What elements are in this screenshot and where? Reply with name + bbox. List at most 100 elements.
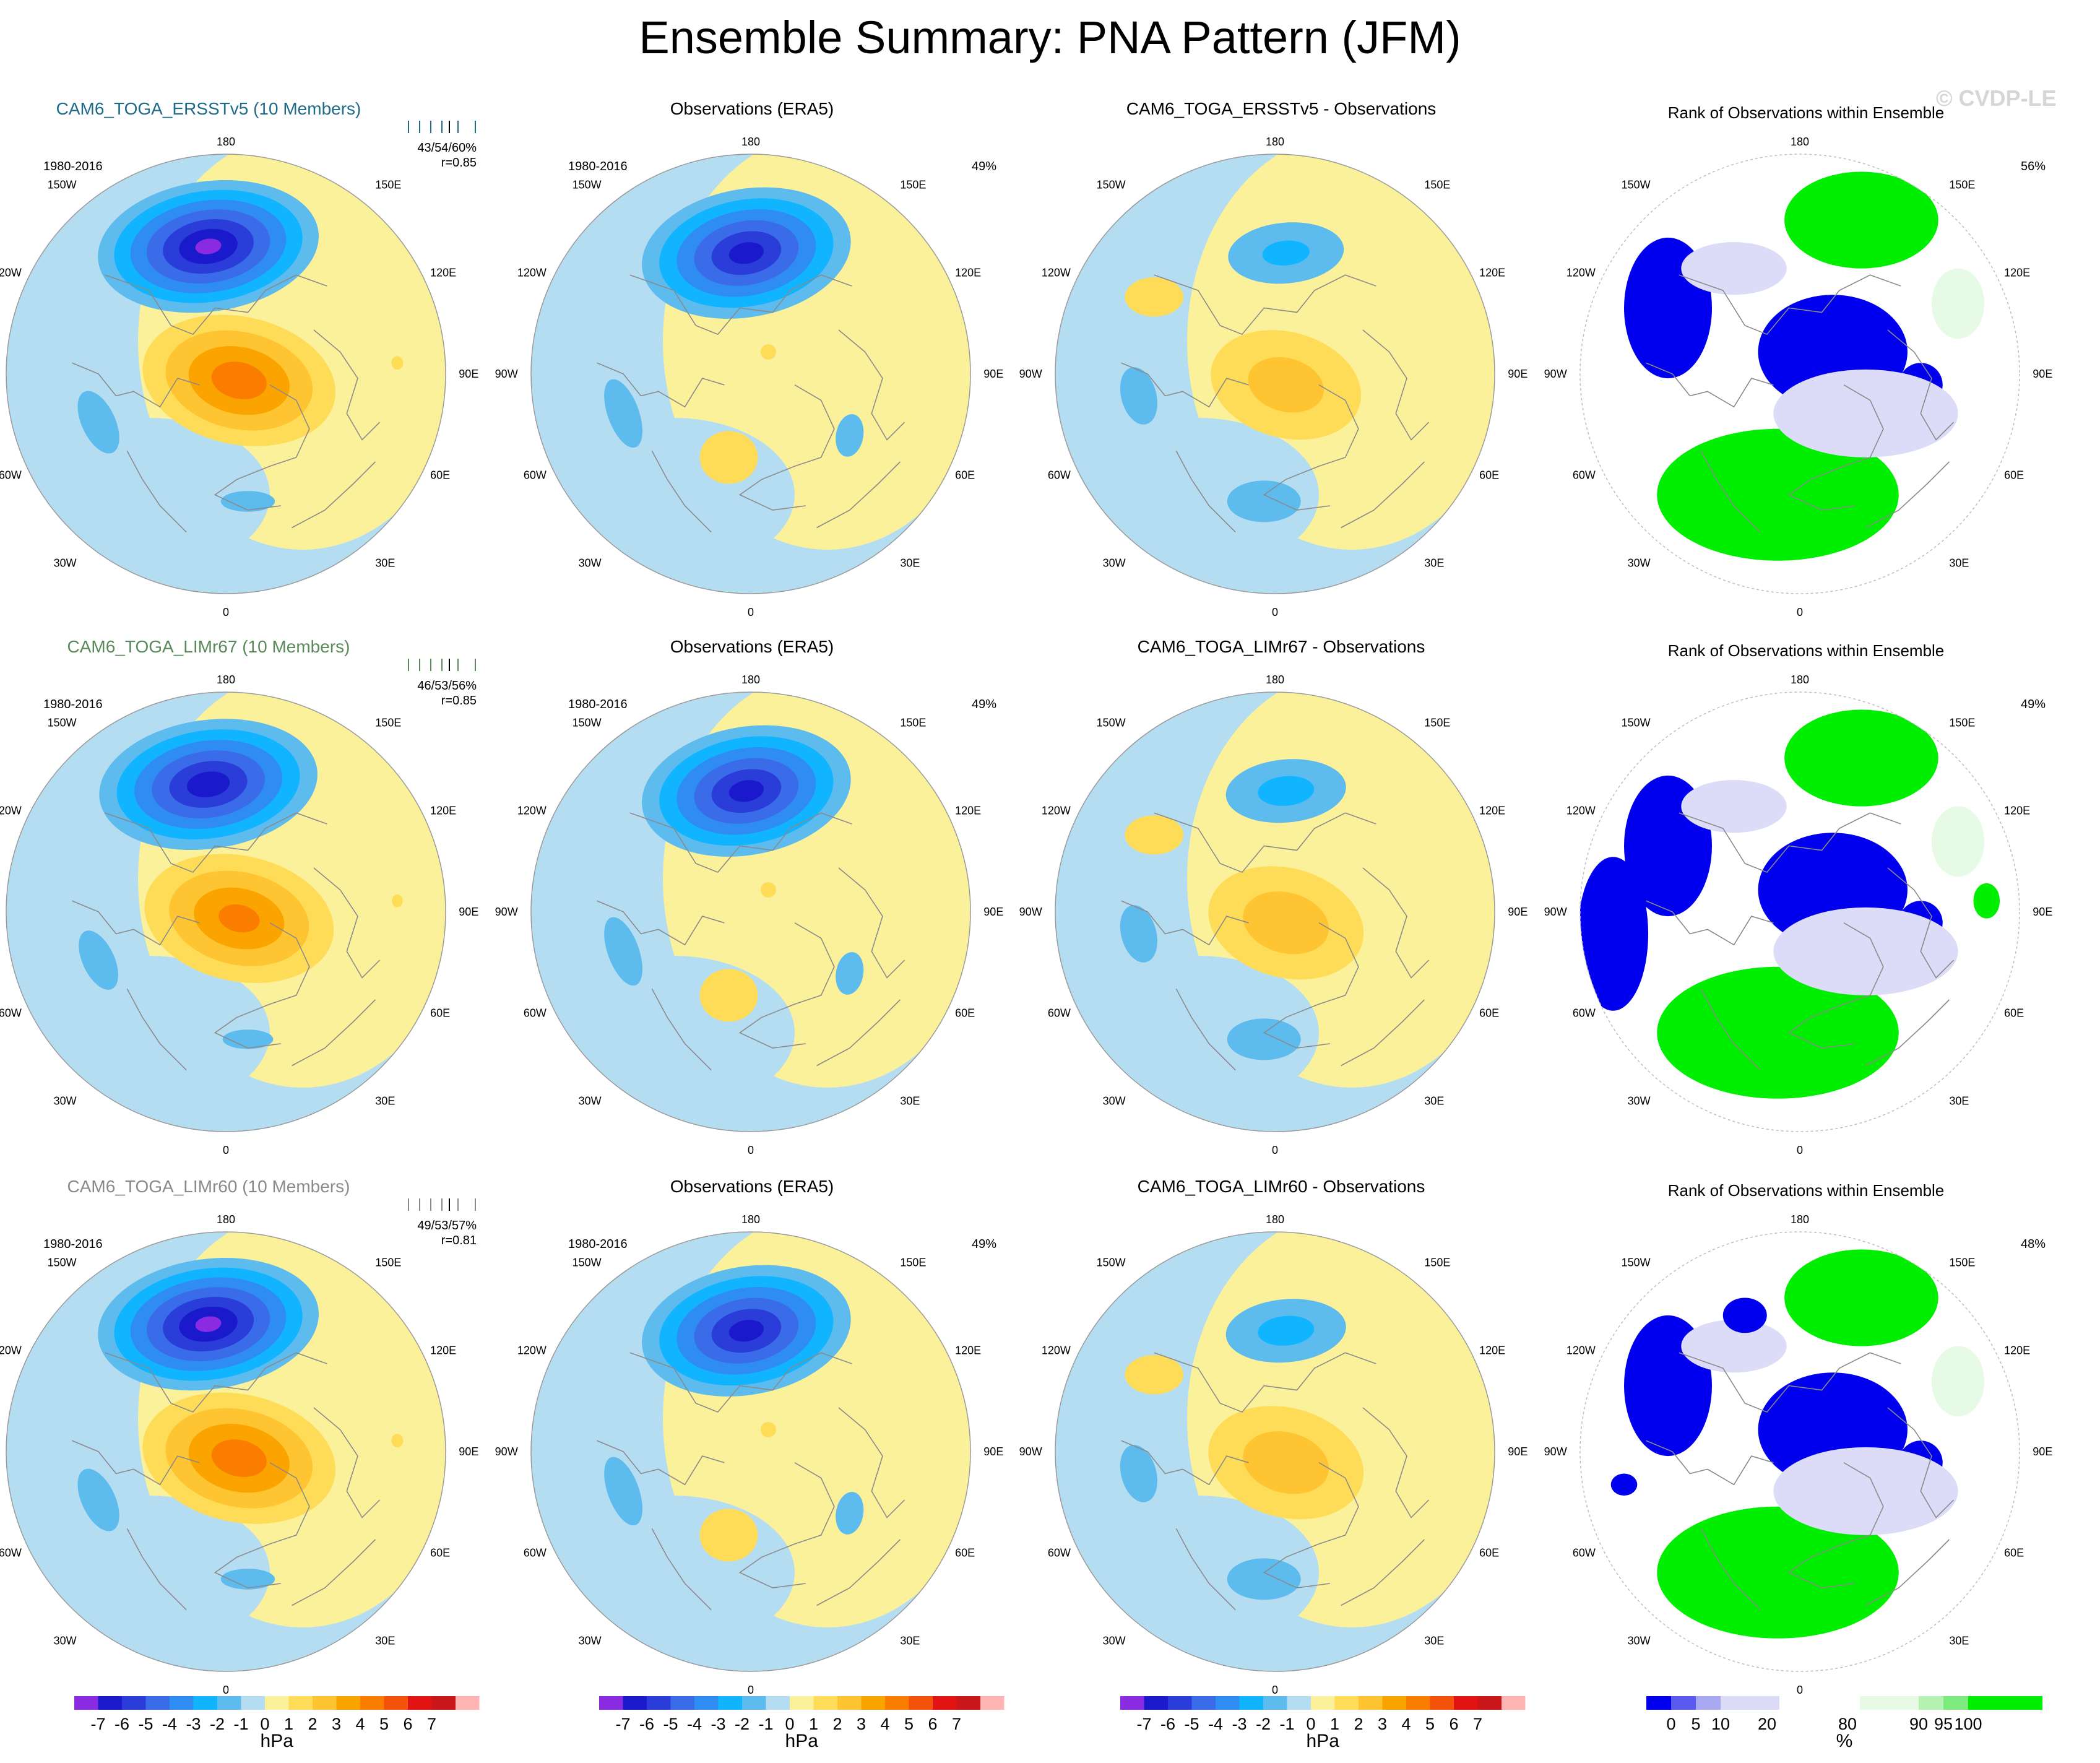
model-map-row1-contour-0-5 bbox=[186, 771, 230, 797]
colorbar-tick-label: 1 bbox=[284, 1715, 293, 1733]
colorbar-swatch bbox=[98, 1696, 122, 1710]
rank-map-row0-rank-region-2 bbox=[1784, 171, 1938, 269]
obs-row1-lon-label-left-2: 90W bbox=[495, 906, 518, 918]
coastline-5 bbox=[292, 461, 376, 529]
coastline-1 bbox=[597, 900, 725, 946]
ensemble-title: CAM6_TOGA_LIMr60 (10 Members) bbox=[67, 1177, 350, 1196]
diff-row2-lon-label-right-3: 60E bbox=[1479, 1546, 1499, 1559]
obs-years-label: 1980-2016 bbox=[568, 1237, 628, 1251]
model-row2-lon-label-top: 180 bbox=[217, 1213, 235, 1226]
colorbar-tick-label: 0 bbox=[1306, 1715, 1315, 1733]
obs-row1-lon-label-left-4: 30W bbox=[579, 1094, 602, 1107]
colorbar-tick-label: 2 bbox=[832, 1715, 842, 1733]
model-row0-lon-label-bottom: 0 bbox=[223, 606, 229, 618]
model-row2-lon-label-right-2: 90E bbox=[459, 1445, 478, 1458]
diff-map-row0-contour-2-0 bbox=[1120, 367, 1157, 425]
coastline-1 bbox=[1646, 1440, 1774, 1486]
coastline-3 bbox=[1887, 329, 1955, 441]
colorbar-swatch bbox=[1191, 1696, 1216, 1710]
diff-row2-lon-label-right-4: 30E bbox=[1424, 1634, 1444, 1647]
obs-map-row0-contour-3-0 bbox=[604, 379, 643, 448]
colorbar-swatch bbox=[217, 1696, 241, 1710]
colorbar-tick-label: -3 bbox=[1232, 1715, 1247, 1733]
colorbar-swatch bbox=[623, 1696, 647, 1710]
rank-map-row0-rank-region-5 bbox=[1773, 369, 1958, 457]
panel-diff-row1: 180 0 150W 120W 90W 60W 30W 150E 120E 90E 60E 30E CA… bbox=[1019, 637, 1528, 1156]
coastline-3 bbox=[838, 329, 905, 441]
coastline-2 bbox=[1787, 1462, 1884, 1588]
rank-row0-lon-label-left-2: 90W bbox=[1544, 368, 1567, 380]
rank-row1-lon-label-right-3: 60E bbox=[2004, 1007, 2024, 1019]
rank-colorbar-tick-label: 0 bbox=[1666, 1715, 1675, 1733]
coastline-4 bbox=[1700, 988, 1761, 1071]
model-row2-lon-label-left-1: 120W bbox=[0, 1345, 22, 1357]
rank-map-row2-rank-region-7 bbox=[1932, 1346, 1985, 1417]
correlation-label: r=0.81 bbox=[441, 1234, 477, 1247]
coastline-4 bbox=[1175, 1528, 1236, 1611]
rank-row2-lon-label-left-4: 30W bbox=[1628, 1634, 1651, 1647]
coastline-1 bbox=[1121, 900, 1249, 946]
rank-row1-lon-label-left-1: 120W bbox=[1566, 805, 1596, 817]
model-row1-lon-label-left-0: 150W bbox=[48, 717, 77, 729]
obs-map-row2-field bbox=[531, 1232, 970, 1671]
coastline-5 bbox=[1341, 999, 1425, 1067]
coastline-1 bbox=[72, 900, 200, 946]
coastline-4 bbox=[1700, 450, 1761, 533]
rank-map-row2-border bbox=[1579, 1231, 2020, 1672]
diff-map-row1-negative-region bbox=[1077, 956, 1319, 1110]
model-map-row1-contour-2-0 bbox=[79, 930, 118, 990]
colorbar-swatch bbox=[1263, 1696, 1287, 1710]
obs-row2-lon-label-left-4: 30W bbox=[579, 1634, 602, 1647]
obs-map-row0-contour-4-0 bbox=[836, 414, 864, 457]
colorbar-tick-label: 4 bbox=[880, 1715, 889, 1733]
colorbar-swatch bbox=[360, 1696, 384, 1710]
rank-row1-lon-label-right-4: 30E bbox=[1949, 1094, 1969, 1107]
rank-map-row2-field bbox=[1580, 1232, 2020, 1671]
rank-map-row1-field bbox=[1580, 692, 2020, 1132]
colorbar-swatch bbox=[456, 1696, 480, 1710]
rank-map-row2-rank-region-3 bbox=[1657, 1506, 1899, 1639]
model-row2-lon-label-right-0: 150E bbox=[375, 1257, 401, 1269]
rank-row1-lon-label-right-0: 150E bbox=[1949, 717, 1975, 729]
diff-map-row2-contour-4-0 bbox=[1125, 1355, 1184, 1395]
obs-map-row2-border bbox=[530, 1231, 971, 1672]
stats-label: 43/54/60% bbox=[417, 141, 477, 155]
obs-map-row0-contour-2-0 bbox=[761, 344, 776, 360]
obs-row2-lon-label-bottom: 0 bbox=[748, 1684, 754, 1696]
model-row0-lon-label-left-0: 150W bbox=[48, 179, 77, 191]
colorbar-tick-label: 3 bbox=[857, 1715, 866, 1733]
diff-row1-lon-label-right-4: 30E bbox=[1424, 1094, 1444, 1107]
colorbar-swatch bbox=[980, 1696, 1005, 1710]
diff-row0-lon-label-right-2: 90E bbox=[1508, 368, 1527, 380]
colorbar-tick-label: -5 bbox=[1184, 1715, 1199, 1733]
colorbar-swatch bbox=[1382, 1696, 1406, 1710]
diff-row2-lon-label-left-2: 90W bbox=[1019, 1445, 1042, 1458]
model-map-row0-contour-0-6 bbox=[195, 238, 222, 254]
diff-map-row2-contour-0-1 bbox=[1258, 1315, 1315, 1346]
diff-row0-lon-label-right-1: 120E bbox=[1479, 267, 1505, 279]
obs-row0-lon-label-bottom: 0 bbox=[748, 606, 754, 618]
obs-map-row1-negative-region bbox=[553, 956, 795, 1110]
model-row2-lon-label-left-0: 150W bbox=[48, 1257, 77, 1269]
coastline-1 bbox=[597, 362, 725, 408]
rank-pct-label: 49% bbox=[2021, 698, 2046, 711]
rank-title: Rank of Observations within Ensemble bbox=[1668, 641, 1945, 660]
coastline-4 bbox=[651, 450, 712, 533]
coastline-2 bbox=[214, 922, 310, 1049]
model-row1-lon-label-right-2: 90E bbox=[459, 906, 478, 918]
rank-map-row2-rank-region-5 bbox=[1773, 1447, 1958, 1535]
obs-map-row2-contour-3-0 bbox=[604, 1457, 643, 1526]
panel-model-row0: 1800150W120W90W60W30W150E120E90E60E30ECA… bbox=[0, 99, 478, 618]
obs-row2-lon-label-right-3: 60E bbox=[955, 1546, 975, 1559]
diff-map-row2-contour-2-0 bbox=[1120, 1445, 1157, 1502]
rank-row1-lon-label-right-1: 120E bbox=[2004, 805, 2030, 817]
coastline-5 bbox=[1865, 461, 1950, 529]
diff-map-row1-field bbox=[1055, 692, 1495, 1132]
colorbar-swatch bbox=[313, 1696, 337, 1710]
colorbar-tick-label: -1 bbox=[233, 1715, 248, 1733]
obs-row2-lon-label-right-1: 120E bbox=[955, 1345, 981, 1357]
diff-map-row0-contour-1-1 bbox=[1248, 357, 1324, 413]
colorbar-tick-label: 0 bbox=[260, 1715, 269, 1733]
colorbar-tick-label: 4 bbox=[355, 1715, 365, 1733]
coastline-2 bbox=[1787, 384, 1884, 511]
